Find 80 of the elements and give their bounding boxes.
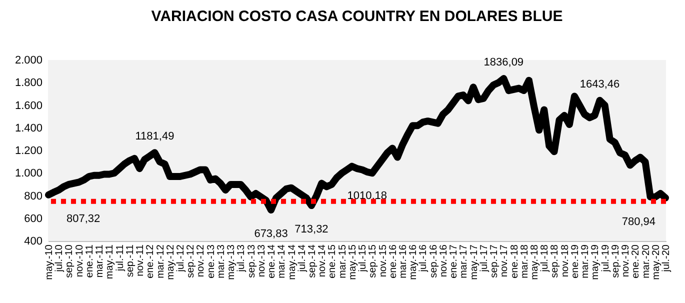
x-tick-label: mar.-17 — [458, 244, 470, 278]
x-tick-label: mar.-19 — [580, 244, 592, 278]
y-tick-label: 1.000 — [14, 168, 42, 180]
x-tick-label: may.-20 — [650, 244, 662, 280]
x-tick-label: mar.-20 — [640, 244, 652, 278]
x-tick-label: may.-10 — [44, 244, 56, 280]
x-tick-label: mar.-18 — [519, 244, 530, 278]
data-label: 1010,18 — [347, 190, 387, 202]
x-tick-label: mar.-14 — [276, 244, 288, 278]
x-tick-label: ene.-20 — [630, 244, 642, 278]
x-tick-label: mar.-15 — [337, 244, 348, 278]
x-tick-label: may.-14 — [286, 244, 298, 280]
x-tick-label: ene.-15 — [327, 244, 338, 278]
x-tick-label: nov.-18 — [560, 244, 571, 278]
y-tick-label: 2.000 — [14, 54, 42, 66]
x-tick-label: sep.-18 — [550, 244, 561, 278]
x-tick-label: may.-16 — [408, 244, 420, 280]
y-tick-label: 600 — [24, 212, 42, 225]
y-tick-label: 800 — [24, 190, 42, 202]
x-tick-label: ene.-11 — [84, 244, 96, 278]
x-tick-label: may.-17 — [468, 244, 480, 280]
x-tick-label: may.-15 — [347, 244, 358, 280]
x-tick-label: may.-12 — [165, 244, 176, 280]
x-tick-label: mar.-12 — [155, 244, 166, 278]
x-tick-label: sep.-11 — [124, 244, 136, 278]
x-tick-label: ene.-17 — [448, 244, 460, 278]
data-label: 713,32 — [294, 224, 328, 236]
x-tick-label: may.-13 — [226, 244, 238, 280]
chart-title: VARIACION COSTO CASA COUNTRY EN DOLARES BLUE — [151, 8, 563, 25]
data-label: 1836,09 — [484, 56, 524, 69]
x-tick-label: nov.-13 — [256, 244, 268, 278]
x-tick-label: sep.-17 — [489, 244, 500, 278]
x-tick-label: mar.-13 — [216, 244, 227, 278]
x-tick-label: jul.-11 — [114, 244, 126, 272]
x-tick-label: sep.-13 — [246, 244, 258, 278]
data-label: 780,94 — [622, 216, 656, 228]
data-label: 1643,46 — [580, 78, 620, 90]
x-tick-label: jul.-10 — [54, 244, 66, 273]
data-label: 807,32 — [66, 212, 100, 225]
x-tick-label: nov.-12 — [196, 244, 207, 278]
x-tick-label: jul.-19 — [600, 244, 612, 273]
x-tick-label: may.-18 — [530, 244, 541, 280]
x-tick-label: sep.-12 — [186, 244, 197, 278]
x-tick-label: nov.-17 — [499, 244, 510, 278]
data-label: 1181,49 — [135, 130, 174, 143]
x-tick-label: jul.-13 — [236, 244, 248, 273]
x-tick-label: jul.-17 — [478, 244, 490, 273]
x-tick-label: sep.-10 — [64, 244, 76, 278]
x-tick-label: jul.-12 — [175, 244, 186, 273]
data-label: 673,83 — [254, 228, 288, 240]
x-tick-label: sep.-16 — [428, 244, 440, 278]
x-tick-label: may.-19 — [590, 244, 602, 280]
x-tick-label: nov.-14 — [317, 244, 328, 278]
x-tick-label: ene.-16 — [388, 244, 399, 278]
x-tick-label: ene.-14 — [266, 244, 278, 278]
x-tick-label: nov.-19 — [620, 244, 632, 278]
x-tick-label: mar.-11 — [94, 244, 106, 278]
x-tick-label: mar.-16 — [398, 244, 410, 278]
y-tick-label: 1.200 — [14, 145, 42, 157]
x-tick-label: sep.-19 — [610, 244, 622, 278]
x-tick-label: jul.-18 — [540, 244, 551, 273]
x-tick-label: jul.-20 — [660, 244, 672, 273]
x-tick-label: nov.-11 — [135, 244, 146, 276]
y-tick-label: 1.800 — [14, 77, 42, 90]
x-tick-label: ene.-12 — [145, 244, 156, 278]
y-tick-label: 1.400 — [14, 122, 42, 134]
x-tick-label: jul.-15 — [358, 244, 369, 273]
x-tick-label: nov.-15 — [378, 244, 389, 278]
x-tick-label: ene.-19 — [570, 244, 581, 278]
y-tick-label: 400 — [24, 236, 42, 248]
x-tick-label: jul.-14 — [296, 244, 308, 273]
x-tick-label: may.-11 — [104, 244, 116, 280]
y-tick-label: 1.600 — [14, 100, 42, 112]
x-tick-label: ene.-13 — [206, 244, 217, 278]
x-tick-label: ene.-18 — [509, 244, 520, 278]
x-tick-label: nov.-10 — [74, 244, 86, 278]
x-tick-label: sep.-15 — [368, 244, 379, 278]
x-tick-label: nov.-16 — [438, 244, 450, 278]
x-tick-label: jul.-16 — [418, 244, 430, 273]
x-tick-label: sep.-14 — [306, 244, 318, 278]
